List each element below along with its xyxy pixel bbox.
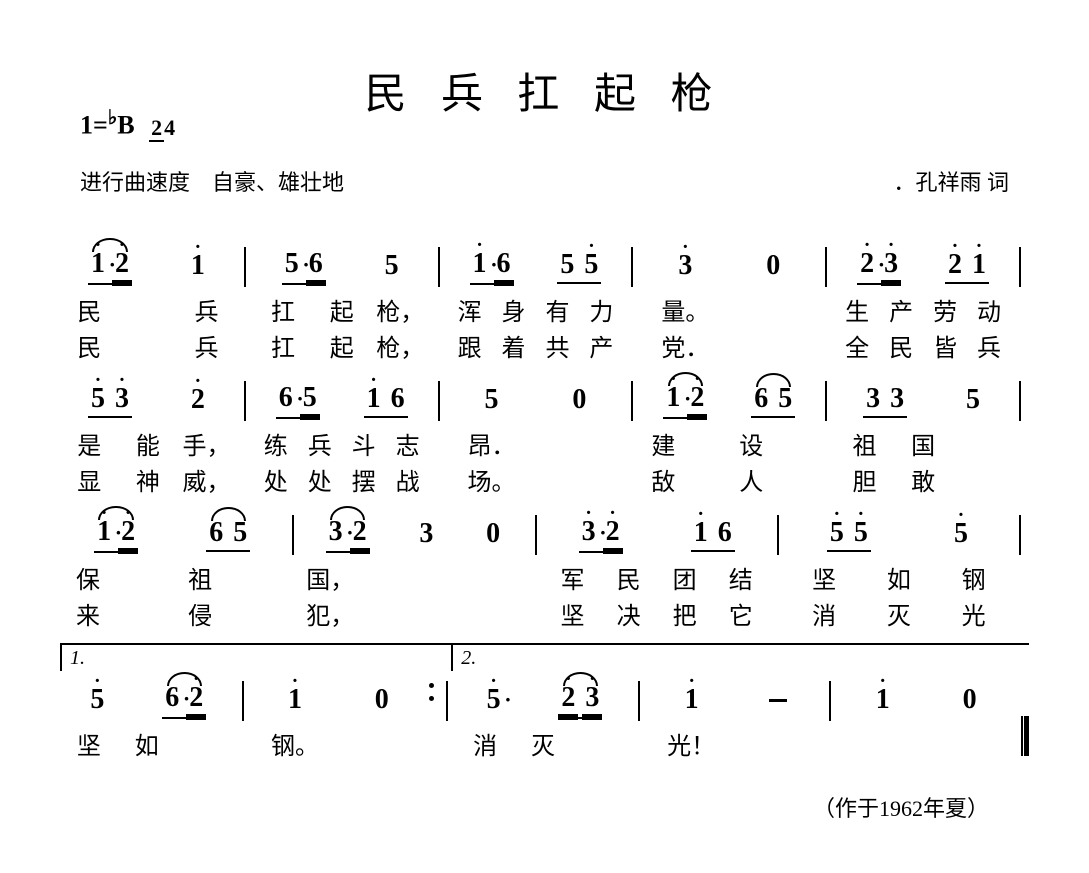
measure: 50昂．场。 [448,375,624,497]
key-signature: 1=♭B 24 [80,105,175,141]
measure: 10 [839,675,1013,797]
measure: 2321生产劳动全民皆兵 [835,241,1011,363]
measure: 3230国，犯， [302,509,526,631]
measure: 121民兵民兵 [60,241,236,363]
measure: 523消灭 [456,675,630,797]
measure: 565扛起枪，扛起枪， [254,241,430,363]
measure: 532是能手，显神威， [60,375,236,497]
song-title: 民 兵 扛 起 枪 [60,60,1029,121]
composition-date: （作于1962年夏） [813,791,989,823]
measure: 335祖国胆敢 [835,375,1011,497]
measure: 562坚如 [60,675,234,797]
measure: 10钢。 [252,675,426,797]
measure: 1光！ [648,675,822,797]
measure: 1265建设敌人 [641,375,817,497]
measure: 3216军民团结坚决把它 [545,509,769,631]
measure: 555坚如钢消灭光 [787,509,1011,631]
tempo-marking: 进行曲速度 自豪、雄壮地 [80,165,344,197]
measure: 1265保祖来侵 [60,509,284,631]
measure: 1655浑身有力跟着共产 [448,241,624,363]
score-body: 121民兵民兵565扛起枪，扛起枪，1655浑身有力跟着共产30量。党．2321… [60,241,1029,797]
measure: 30量。党． [641,241,817,363]
credit-lyricist: ．孔祥雨 词 [893,165,1009,197]
measure: 6516练兵斗志处处摆战 [254,375,430,497]
